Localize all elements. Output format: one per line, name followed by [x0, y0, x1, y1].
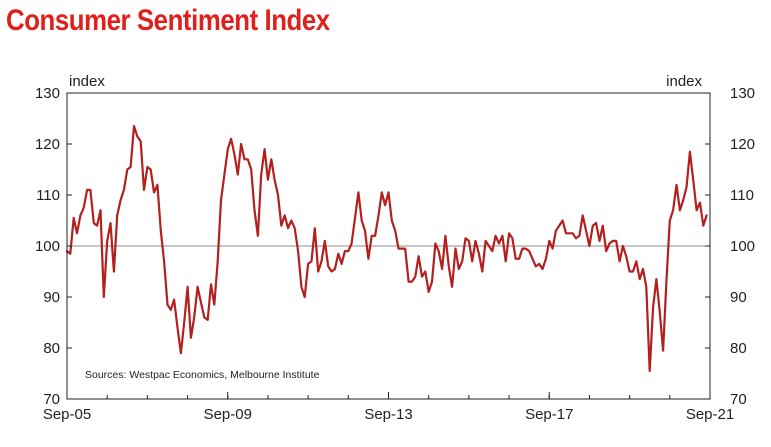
y-tick-label-left: 110 [36, 187, 60, 204]
x-tick-label: Sep-09 [204, 406, 252, 423]
y-tick-label-left: 130 [35, 85, 60, 102]
y-tick-label-right: 130 [730, 85, 755, 102]
y-tick-label-left: 80 [43, 340, 60, 357]
y-tick-label-left: 120 [35, 136, 60, 153]
y-axis-label-left: index [69, 73, 105, 90]
x-tick-label: Sep-17 [525, 406, 573, 423]
source-note: Sources: Westpac Economics, Melbourne In… [85, 369, 320, 381]
y-tick-label-left: 90 [43, 289, 60, 306]
x-tick-label: Sep-13 [364, 406, 412, 423]
x-tick-label: Sep-05 [43, 406, 91, 423]
y-axis-label-right: index [666, 73, 702, 90]
y-tick-label-right: 70 [730, 391, 747, 408]
y-tick-label-right: 80 [730, 340, 747, 357]
x-tick-label: Sep-21 [686, 406, 734, 423]
y-tick-label-left: 70 [43, 391, 60, 408]
y-tick-label-left: 100 [35, 238, 60, 255]
chart-title: Consumer Sentiment Index [6, 4, 330, 37]
series-line-consumer-sentiment [65, 125, 708, 372]
y-tick-label-right: 90 [730, 289, 747, 306]
y-tick-label-right: 120 [730, 136, 755, 153]
y-tick-label-right: 110 [730, 187, 754, 204]
y-tick-label-right: 100 [730, 238, 755, 255]
